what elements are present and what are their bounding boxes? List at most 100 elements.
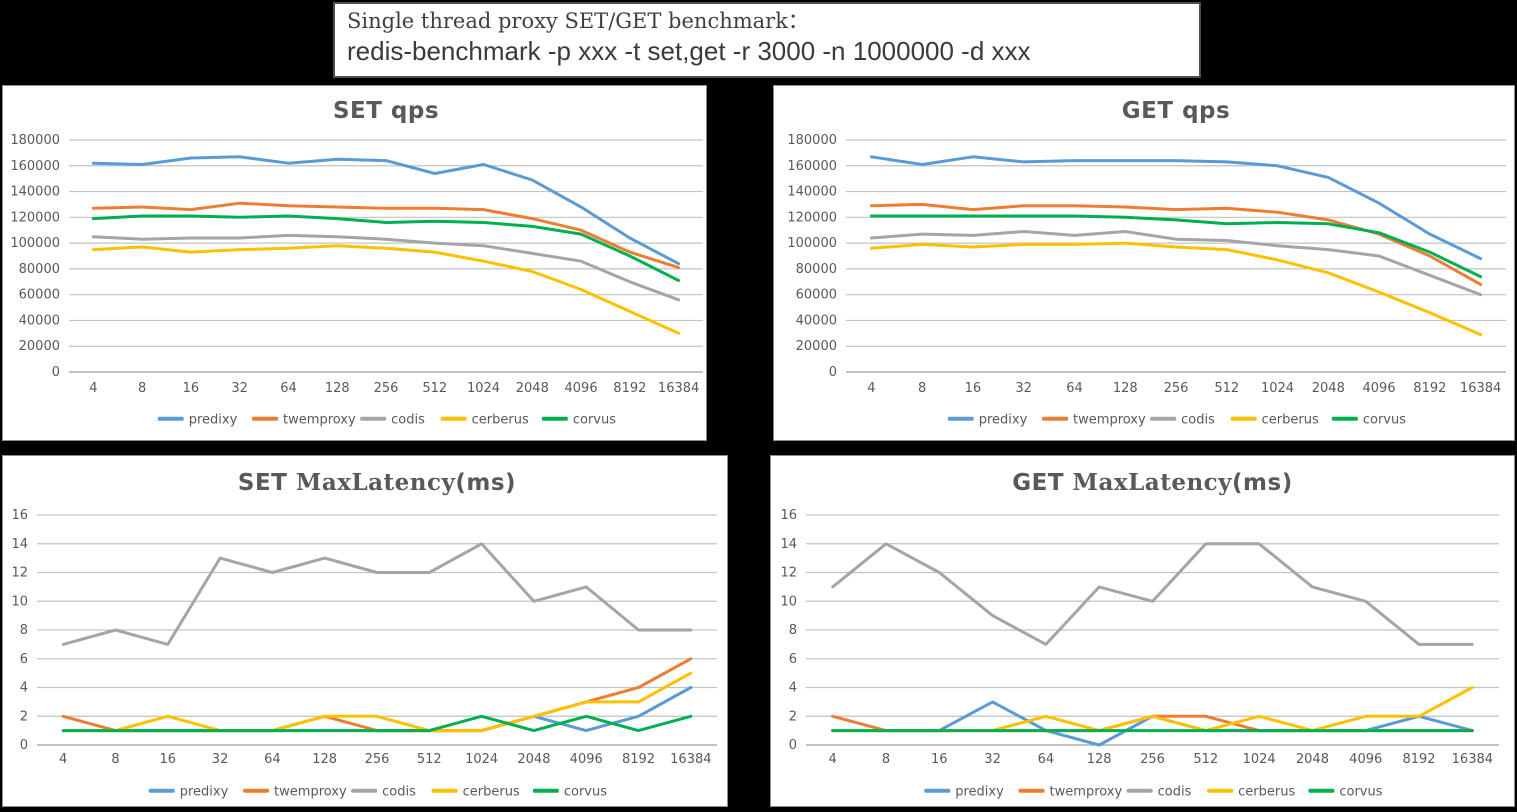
legend-swatch-corvus: [532, 788, 559, 793]
legend-swatch-cerberus: [1230, 416, 1257, 421]
x-tick-label: 8: [918, 381, 926, 396]
legend-label-codis: codis: [382, 785, 416, 800]
legend-swatch-cerberus: [440, 416, 467, 421]
legend-label-cerberus: cerberus: [1238, 785, 1295, 800]
series-line-cerberus: [91, 244, 681, 335]
series-line-codis: [869, 230, 1483, 297]
y-tick-label: 40000: [19, 313, 60, 328]
y-tick-label: 160000: [787, 159, 837, 174]
legend-swatch-twemproxy: [1042, 416, 1069, 421]
y-tick-label: 14: [11, 537, 28, 552]
y-tick-label: 60000: [796, 288, 837, 303]
x-tick-label: 32: [984, 752, 1001, 767]
legend-label-codis: codis: [1181, 413, 1215, 428]
legend-swatch-twemproxy: [243, 788, 270, 793]
chart-svg-get-qps: 0 20000 40000 60000 80000 100000 120000 140000 1…: [787, 98, 1506, 428]
y-tick-label: 40000: [796, 313, 837, 328]
chart-panel-set-qps: 0 20000 40000 60000 80000 100000 120000 140000 1…: [2, 85, 707, 441]
legend-label-cerberus: cerberus: [1262, 413, 1319, 428]
y-tick-label: 100000: [10, 236, 60, 251]
x-tick-label: 2048: [1312, 381, 1345, 396]
legend-label-twemproxy: twemproxy: [1050, 785, 1123, 800]
legend-label-corvus: corvus: [564, 785, 607, 800]
legend-swatch-predixy: [947, 416, 974, 421]
y-tick-label: 2: [789, 709, 797, 724]
chart-title-get-maxlatency: GET MaxLatency(ms): [1012, 469, 1292, 496]
x-tick-label: 2048: [516, 381, 549, 396]
legend-swatch-twemproxy: [1018, 788, 1045, 793]
legend-label-predixy: predixy: [189, 413, 238, 428]
legend-swatch-predixy: [924, 788, 951, 793]
x-tick-label: 256: [1164, 381, 1189, 396]
chart-svg-set-maxlatency: 0 2 4 6 8 10 12 14 16 4 8 16 32 64 128 256 512 1024 2048 40…: [11, 469, 717, 800]
legend-label-twemproxy: twemproxy: [283, 413, 356, 428]
legend-label-codis: codis: [391, 413, 425, 428]
legend-swatch-codis: [1150, 416, 1177, 421]
series-line-predixy: [91, 155, 681, 266]
x-tick-label: 2048: [1296, 752, 1329, 767]
x-tick-label: 4: [59, 752, 67, 767]
y-tick-label: 60000: [19, 288, 60, 303]
x-tick-label: 64: [264, 752, 281, 767]
legend-swatch-codis: [360, 416, 387, 421]
legend-label-twemproxy: twemproxy: [1073, 413, 1146, 428]
x-tick-label: 32: [231, 381, 248, 396]
y-tick-label: 180000: [787, 133, 837, 148]
chart-panel-set-maxlatency: 0 2 4 6 8 10 12 14 16 4 8 16 32 64 128 256 512 1024 2048 40…: [2, 455, 728, 807]
x-tick-label: 16: [931, 752, 948, 767]
legend-swatch-twemproxy: [252, 416, 279, 421]
legend-swatch-codis: [351, 788, 378, 793]
chart-title-get-qps: GET qps: [1122, 98, 1230, 124]
x-tick-label: 4096: [570, 752, 603, 767]
x-tick-label: 16384: [1460, 381, 1501, 396]
y-tick-label: 120000: [787, 210, 837, 225]
x-tick-label: 128: [1113, 381, 1138, 396]
x-tick-label: 128: [325, 381, 350, 396]
x-tick-label: 1024: [467, 381, 500, 396]
series-line-cerberus: [61, 671, 693, 733]
x-tick-label: 4096: [565, 381, 598, 396]
y-tick-label: 2: [20, 709, 28, 724]
legend-label-predixy: predixy: [180, 785, 229, 800]
x-tick-label: 8: [111, 752, 119, 767]
x-tick-label: 1024: [1243, 752, 1276, 767]
x-tick-label: 8192: [622, 752, 655, 767]
chart-title-set-maxlatency: SET MaxLatency(ms): [238, 469, 516, 496]
y-tick-label: 6: [20, 652, 28, 667]
title-box: Single thread proxy SET/GET benchmark： r…: [333, 2, 1201, 78]
legend-label-corvus: corvus: [1339, 785, 1382, 800]
series-line-predixy: [869, 155, 1483, 261]
x-tick-label: 256: [365, 752, 390, 767]
series-line-corvus: [61, 714, 693, 733]
legend-label-corvus: corvus: [573, 413, 616, 428]
series-line-corvus: [869, 214, 1483, 279]
y-tick-label: 20000: [19, 339, 60, 354]
x-tick-label: 256: [1140, 752, 1165, 767]
y-tick-label: 20000: [796, 339, 837, 354]
legend-swatch-predixy: [157, 416, 184, 421]
y-tick-label: 160000: [10, 159, 60, 174]
y-tick-label: 0: [789, 738, 797, 753]
y-tick-label: 4: [789, 681, 797, 696]
x-tick-label: 16: [965, 381, 982, 396]
y-tick-label: 0: [20, 738, 28, 753]
y-tick-label: 10: [11, 594, 28, 609]
x-tick-label: 128: [1087, 752, 1112, 767]
y-tick-label: 14: [780, 537, 797, 552]
series-line-codis: [61, 542, 693, 646]
x-tick-label: 64: [1066, 381, 1083, 396]
x-tick-label: 32: [212, 752, 229, 767]
x-tick-label: 16384: [670, 752, 711, 767]
x-tick-label: 512: [422, 381, 447, 396]
y-tick-label: 4: [20, 681, 28, 696]
legend-label-twemproxy: twemproxy: [274, 785, 347, 800]
legend-swatch-codis: [1126, 788, 1153, 793]
x-tick-label: 4096: [1363, 381, 1396, 396]
x-tick-label: 1024: [465, 752, 498, 767]
y-tick-label: 140000: [787, 185, 837, 200]
legend-label-predixy: predixy: [979, 413, 1028, 428]
benchmark-title: Single thread proxy SET/GET benchmark：: [347, 9, 809, 33]
x-tick-label: 16: [183, 381, 200, 396]
x-tick-label: 512: [1193, 752, 1218, 767]
